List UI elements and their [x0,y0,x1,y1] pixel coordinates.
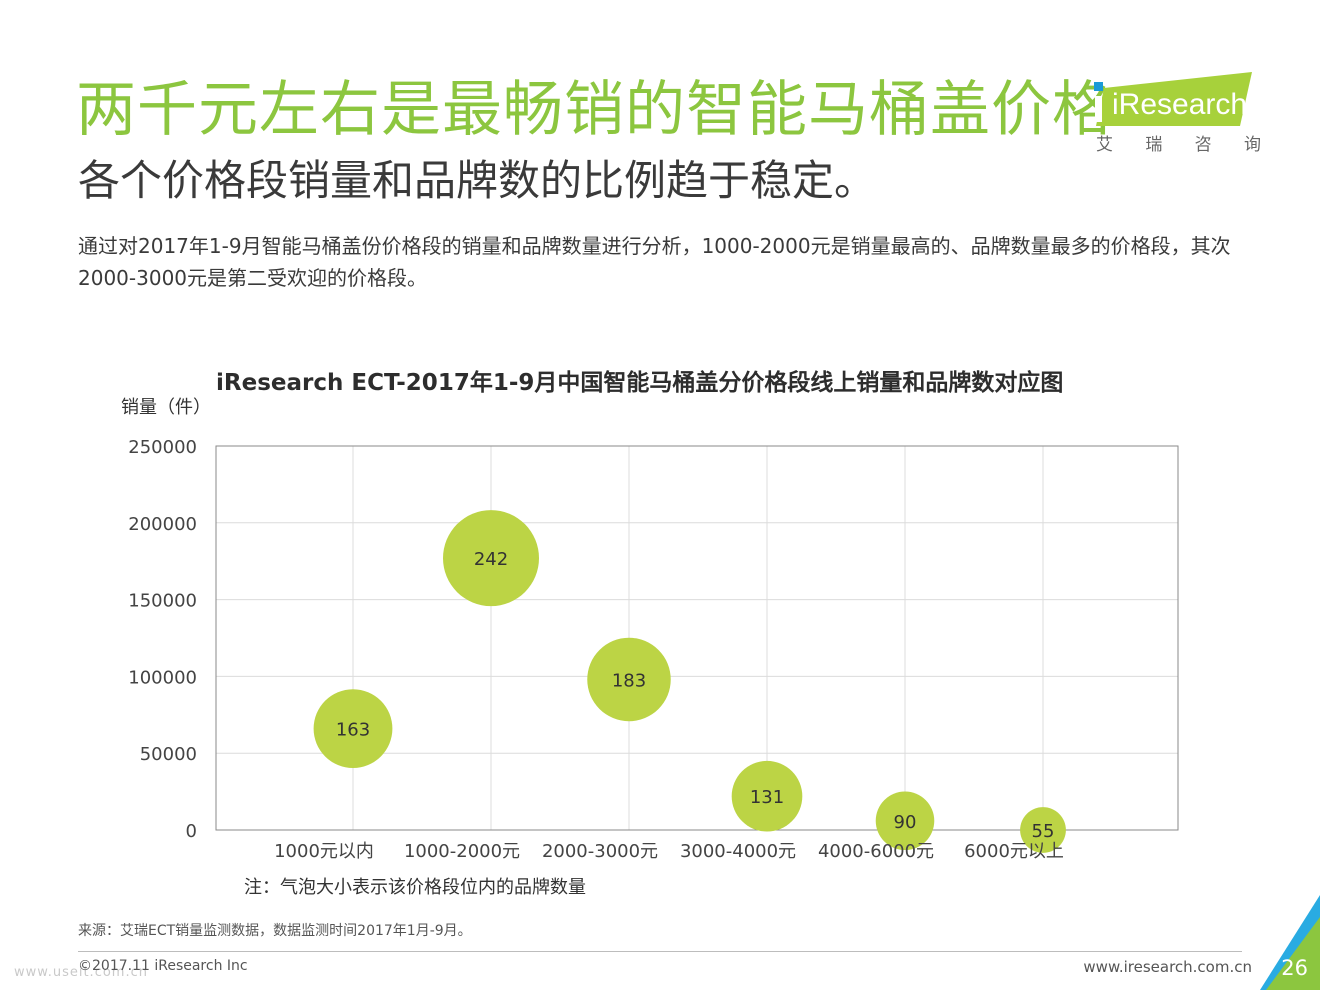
page-number: 26 [1281,956,1308,980]
bubble-label: 131 [750,787,784,808]
footer-divider [78,951,1242,952]
x-tick-label: 1000元以内 [274,841,374,862]
page-subtitle: 各个价格段销量和品牌数的比例趋于稳定。 [78,156,877,205]
y-tick-label: 150000 [128,591,197,612]
bubble [731,760,803,832]
iresearch-logo: iResearch [1094,72,1252,126]
y-tick-label: 50000 [140,744,197,765]
x-tick-label: 3000-4000元 [680,841,796,862]
plot-area-border [215,445,1179,831]
chart-title: iResearch ECT-2017年1-9月中国智能马桶盖分价格段线上销量和品… [216,370,1064,396]
description-paragraph: 通过对2017年1-9月智能马桶盖份价格段的销量和品牌数量进行分析，1000-2… [78,234,1231,290]
watermark: www.useit.com.cn [14,965,148,980]
bubble [443,510,539,607]
bubble [313,689,393,769]
x-tick-label: 2000-3000元 [542,841,658,862]
y-tick-label: 200000 [128,514,197,535]
svg-text:iResearch: iResearch [1112,88,1247,121]
bubble-label: 163 [336,720,370,741]
logo-char: 咨 [1194,135,1212,155]
chart-note: 注：气泡大小表示该价格段位内的品牌数量 [244,877,586,898]
x-tick-label: 1000-2000元 [404,841,520,862]
y-tick-label: 100000 [128,667,197,688]
bubble-label: 90 [894,812,917,833]
bubble [1020,807,1066,853]
corner-decoration [1260,895,1320,990]
bubble-label: 55 [1032,821,1055,842]
logo-char: 艾 [1096,135,1113,155]
logo-char: 瑞 [1145,135,1163,155]
copyright: ©2017.11 iResearch Inc [78,958,248,974]
y-tick-label: 250000 [128,437,197,458]
source-note: 来源：艾瑞ECT销量监测数据，数据监测时间2017年1月-9月。 [78,923,472,939]
x-tick-label: 4000-6000元 [818,841,934,862]
y-axis-label: 销量（件） [121,397,211,418]
bubble-label: 183 [612,670,646,691]
page-title: 两千元左右是最畅销的智能马桶盖价格 [76,75,1113,145]
logo-chinese-text: 艾 瑞 咨 询 [1096,130,1261,155]
website-link[interactable]: www.iresearch.com.cn [1083,958,1252,976]
bubble [587,637,671,722]
bubble [875,791,935,851]
logo-char: 询 [1243,135,1261,155]
x-tick-label: 6000元以上 [964,841,1064,862]
bubble-label: 242 [474,549,508,570]
y-tick-label: 0 [186,821,197,842]
